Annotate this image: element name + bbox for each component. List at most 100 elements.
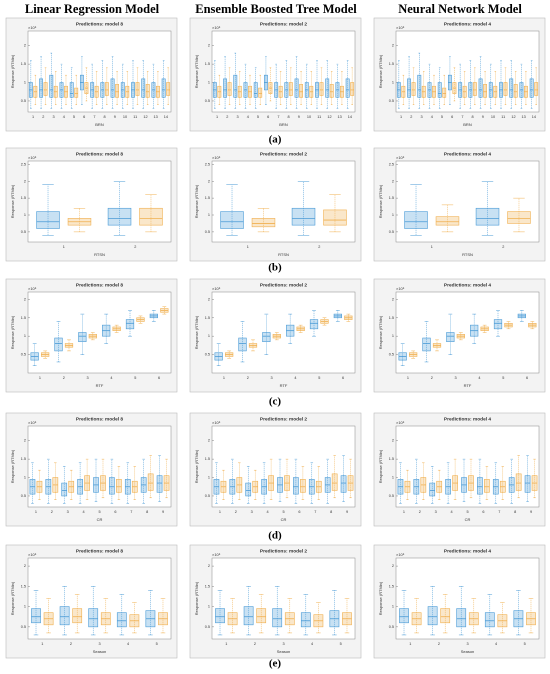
- box: [345, 78, 350, 98]
- chart-title: Predictions: model 4: [444, 151, 492, 157]
- x-tick-label: 1: [409, 642, 411, 646]
- x-tick-label: 5: [156, 642, 158, 646]
- x-tick-label: 2: [502, 245, 504, 249]
- plot-area: [211, 160, 356, 243]
- x-tick-label: 7: [314, 510, 316, 514]
- y-tick-label: 0.5: [21, 625, 26, 629]
- x-tick-label: 1: [247, 245, 249, 249]
- x-tick-label: 6: [298, 510, 300, 514]
- x-tick-label: 8: [330, 510, 332, 514]
- box: [435, 216, 460, 226]
- y-tick-label: 2: [24, 564, 26, 568]
- x-tick-label: 10: [491, 115, 495, 119]
- x-axis-label: RTF: [96, 383, 104, 388]
- box: [456, 608, 467, 628]
- plot-area: [211, 425, 356, 508]
- plot-area: [395, 557, 540, 640]
- x-tick-label: 11: [501, 115, 505, 119]
- box: [272, 608, 283, 628]
- box: [156, 475, 163, 493]
- x-axis-label: RTSN: [462, 252, 473, 257]
- x-tick-label: 8: [288, 115, 290, 119]
- box: [513, 84, 518, 98]
- box: [256, 608, 267, 624]
- y-tick-label: 2: [392, 179, 394, 183]
- x-axis-label: Season: [93, 649, 107, 654]
- x-axis-label: RTSN: [278, 252, 289, 257]
- y-tick-label: 2: [24, 44, 26, 48]
- x-tick-label: 6: [526, 376, 528, 380]
- chart-title: Predictions: model 8: [76, 21, 124, 27]
- x-tick-label: 7: [277, 115, 279, 119]
- chart-title: Predictions: model 4: [444, 21, 492, 27]
- x-tick-label: 6: [267, 115, 269, 119]
- y-tick-label: 1: [24, 81, 26, 85]
- y-tick-label: 0.5: [389, 625, 394, 629]
- chart-panel: Predictions: model 2 ×10⁵ Response (RTMin)…: [189, 147, 362, 262]
- x-tick-label: 7: [93, 115, 95, 119]
- y-tick-label: 1: [208, 213, 210, 217]
- y-tick-label: 2: [24, 179, 26, 183]
- y-tick-label: 0.5: [21, 353, 26, 357]
- box: [245, 482, 252, 497]
- y-tick-label: 0.5: [389, 230, 394, 234]
- box: [78, 332, 87, 343]
- x-tick-label: 14: [164, 115, 168, 119]
- box: [300, 479, 306, 493]
- x-tick-label: 3: [236, 115, 238, 119]
- x-tick-label: 6: [451, 115, 453, 119]
- y-multiplier: ×10⁵: [28, 155, 37, 160]
- y-axis-label: Response (RTMin): [194, 184, 199, 218]
- box: [258, 87, 263, 98]
- y-tick-label: 2: [392, 564, 394, 568]
- y-axis-label: Response (RTMin): [10, 54, 15, 88]
- box: [291, 207, 316, 226]
- box: [88, 608, 99, 628]
- box: [116, 612, 127, 628]
- y-multiplier: ×10⁵: [212, 552, 221, 557]
- x-tick-label: 2: [318, 245, 320, 249]
- box: [49, 74, 54, 98]
- plot-area: [211, 557, 356, 640]
- x-tick-label: 4: [451, 510, 453, 514]
- box: [109, 477, 115, 495]
- x-tick-label: 14: [532, 115, 536, 119]
- box: [477, 477, 483, 495]
- y-axis-label: Response (RTMin): [10, 449, 15, 483]
- box: [166, 82, 171, 96]
- box: [478, 78, 483, 98]
- chart-panel: Predictions: model 8 ×10⁵ Response (RTMin)…: [5, 278, 178, 393]
- x-axis-label: BRN: [95, 122, 104, 127]
- y-tick-label: 1: [208, 334, 210, 338]
- box: [472, 82, 477, 96]
- chart-title: Predictions: model 4: [444, 548, 492, 554]
- y-tick-label: 2: [208, 297, 210, 301]
- box: [69, 82, 74, 98]
- panel-label: (e): [269, 658, 282, 670]
- x-tick-label: 2: [70, 642, 72, 646]
- y-tick-label: 1: [392, 605, 394, 609]
- box: [427, 606, 438, 626]
- chart-panel: Predictions: model 8 ×10⁵ Response (RTMin)…: [5, 544, 178, 659]
- x-tick-label: 3: [282, 642, 284, 646]
- column-title: Neural Network Model: [398, 2, 522, 16]
- x-axis-label: BRN: [279, 122, 288, 127]
- box: [233, 74, 238, 98]
- box: [238, 337, 247, 352]
- box: [299, 84, 304, 98]
- x-tick-label: 6: [83, 115, 85, 119]
- y-axis-label: Response (RTMin): [378, 581, 383, 615]
- x-tick-label: 1: [216, 115, 218, 119]
- x-tick-label: 6: [114, 510, 116, 514]
- x-tick-label: 1: [407, 376, 409, 380]
- box: [475, 207, 500, 226]
- x-tick-label: 1: [225, 642, 227, 646]
- y-tick-label: 1: [392, 476, 394, 480]
- box: [72, 608, 83, 624]
- y-tick-label: 2: [208, 439, 210, 443]
- box: [294, 78, 299, 98]
- x-tick-label: 3: [271, 376, 273, 380]
- box: [293, 477, 299, 495]
- box: [529, 78, 534, 98]
- x-tick-label: 5: [98, 510, 100, 514]
